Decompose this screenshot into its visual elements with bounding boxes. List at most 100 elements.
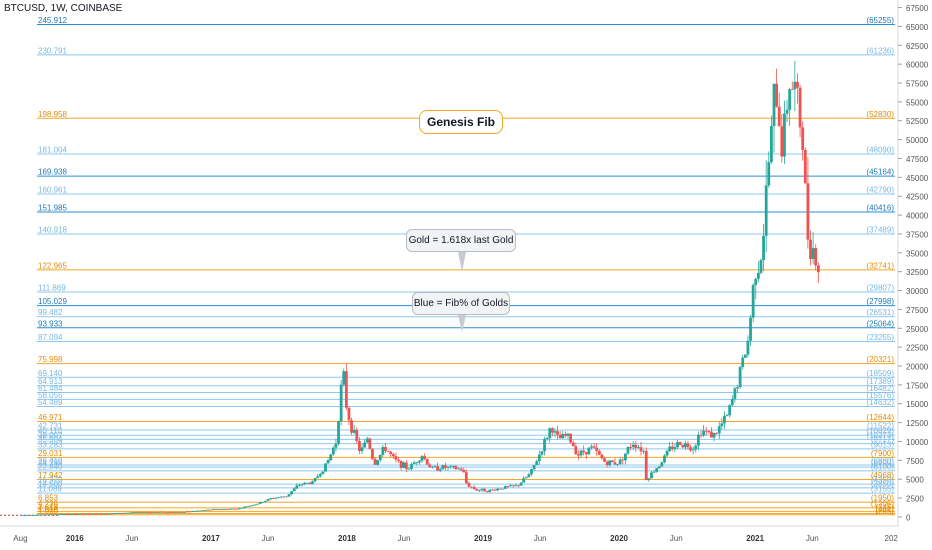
candle-up — [68, 513, 72, 515]
fib-level-price: (61236) — [866, 46, 894, 55]
fib-level-ratio: 1.618 — [38, 505, 59, 514]
candle-up — [63, 513, 67, 515]
candle-up — [378, 454, 382, 461]
fib-level-ratio: 2.618 — [38, 503, 59, 512]
candle-down — [790, 89, 794, 91]
fib-level-price: (461) — [875, 505, 894, 514]
candle-up — [274, 497, 278, 499]
candle-down — [613, 462, 617, 465]
candle-down — [574, 446, 578, 455]
candle-down — [454, 465, 458, 470]
candle-up — [504, 486, 507, 489]
candle-down — [605, 461, 609, 466]
candle-up — [198, 510, 202, 512]
candle-up — [785, 109, 789, 114]
candle-down — [467, 483, 471, 487]
candle-down — [65, 513, 69, 515]
candle-down — [681, 444, 685, 448]
candle-down — [483, 488, 486, 492]
y-tick-label: 25000 — [906, 325, 929, 334]
candle-down — [399, 460, 403, 468]
candle-up — [457, 468, 460, 470]
y-tick-label: 50000 — [906, 136, 929, 145]
candle-down — [639, 447, 643, 452]
candle-up — [623, 453, 627, 461]
candle-down — [806, 183, 810, 240]
candle-down — [577, 454, 580, 456]
candle-down — [397, 459, 400, 461]
blue-note-pointer — [458, 315, 466, 332]
fib-level-price: (29807) — [866, 284, 894, 293]
candle-up — [256, 503, 260, 505]
candle-up — [159, 511, 163, 513]
candle-up — [431, 466, 434, 468]
candle-down — [357, 441, 361, 452]
fib-level-ratio: 24.786 — [38, 459, 63, 468]
candle-up — [660, 462, 664, 467]
candle-up — [501, 488, 505, 490]
fib-level-ratio: 29.031 — [38, 449, 63, 458]
candle-up — [21, 515, 25, 516]
y-tick-label: 52500 — [906, 117, 929, 126]
candle-up — [230, 508, 234, 510]
candle-up — [691, 449, 695, 451]
candle-down — [45, 514, 48, 516]
candle-down — [282, 496, 286, 498]
fib-level-ratio: 61.484 — [38, 384, 63, 393]
candle-up — [214, 509, 218, 510]
candle-up — [561, 433, 565, 439]
candle-up — [248, 505, 252, 507]
fib-level-price: (9013) — [871, 440, 894, 449]
candle-up — [298, 484, 301, 486]
candle-down — [517, 485, 520, 487]
candle-down — [558, 434, 562, 439]
fib-level-ratio: 69.140 — [38, 369, 63, 378]
candle-down — [809, 239, 812, 259]
candle-up — [725, 415, 729, 417]
candle-up — [663, 455, 666, 463]
fib-level-price: (15576) — [866, 391, 894, 400]
candle-down — [209, 509, 213, 511]
candle-down — [801, 127, 805, 151]
y-tick-label: 5000 — [906, 476, 924, 485]
x-tick-label: Aug — [13, 534, 27, 543]
candle-down — [689, 447, 692, 451]
x-tick-label: 2019 — [474, 534, 492, 543]
candle-down — [373, 458, 377, 465]
y-tick-label: 60000 — [906, 61, 929, 70]
candle-up — [279, 496, 283, 498]
candle-up — [449, 466, 453, 468]
fib-level-ratio: 122.965 — [38, 261, 67, 270]
candle-up — [71, 513, 74, 515]
fib-level-price: (25064) — [866, 319, 894, 328]
fib-level-price: (26531) — [866, 308, 894, 317]
y-tick-label: 0 — [906, 513, 911, 522]
candle-up — [415, 462, 419, 464]
candle-up — [331, 447, 335, 455]
fib-level-ratio: 230.791 — [38, 46, 67, 55]
candle-up — [26, 515, 30, 516]
x-tick-label: Jun — [262, 534, 275, 543]
candle-down — [391, 454, 395, 457]
candle-up — [32, 514, 35, 516]
candle-up — [243, 506, 247, 508]
candle-down — [798, 87, 802, 128]
candle-down — [584, 452, 588, 455]
candle-up — [509, 485, 513, 487]
y-tick-label: 57500 — [906, 80, 929, 89]
x-tick-label: 202 — [885, 534, 899, 543]
fib-level-ratio: 42.731 — [38, 421, 63, 430]
x-tick-label: 2018 — [338, 534, 356, 543]
candle-up — [206, 509, 210, 511]
fib-level-ratio: 99.482 — [38, 308, 63, 317]
candle-down — [271, 498, 275, 500]
candle-down — [444, 465, 447, 468]
candle-up — [337, 421, 340, 444]
candle-up — [360, 447, 364, 452]
candle-up — [733, 388, 737, 400]
candle-up — [42, 514, 46, 516]
candle-down — [490, 489, 494, 491]
y-tick-label: 42500 — [906, 193, 929, 202]
candle-down — [803, 150, 807, 184]
